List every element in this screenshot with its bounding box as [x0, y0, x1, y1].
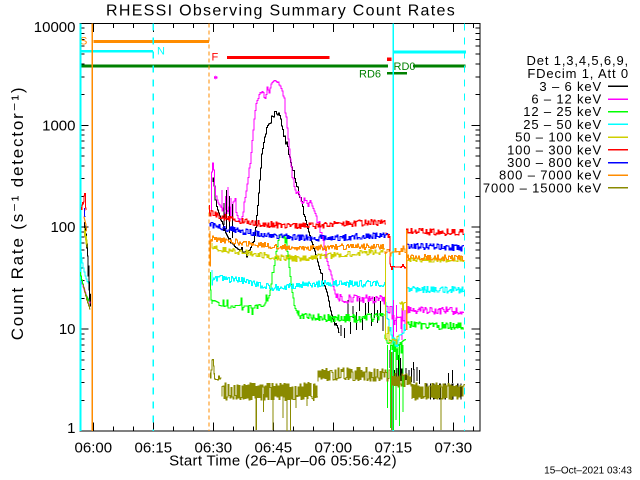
svg-text:3 – 6 keV: 3 – 6 keV	[539, 79, 602, 94]
svg-text:F: F	[212, 52, 219, 64]
svg-text:RD0: RD0	[394, 61, 416, 73]
svg-text:12 – 25 keV: 12 – 25 keV	[523, 104, 602, 119]
svg-text:06:45: 06:45	[255, 440, 293, 457]
svg-text:06:30: 06:30	[195, 440, 233, 457]
svg-text:10000: 10000	[34, 19, 76, 36]
svg-text:07:00: 07:00	[315, 440, 353, 457]
svg-text:7000 – 15000 keV: 7000 – 15000 keV	[483, 180, 602, 195]
svg-text:100: 100	[50, 219, 75, 236]
svg-text:06:15: 06:15	[135, 440, 173, 457]
svg-text:Start Time (26–Apr–06 05:56:42: Start Time (26–Apr–06 05:56:42)	[169, 453, 397, 470]
svg-text:800 – 7000 keV: 800 – 7000 keV	[499, 168, 602, 183]
svg-text:300 – 800 keV: 300 – 800 keV	[507, 155, 602, 170]
svg-text:1000: 1000	[42, 117, 75, 134]
svg-text:50 – 100 keV: 50 – 100 keV	[515, 130, 602, 145]
svg-text:15–Oct–2021 03:43: 15–Oct–2021 03:43	[544, 466, 632, 477]
svg-text:1: 1	[67, 420, 75, 437]
svg-text:S: S	[80, 36, 87, 48]
svg-text:RD6: RD6	[359, 69, 381, 81]
svg-text:Count Rate (s⁻¹ detector⁻¹): Count Rate (s⁻¹ detector⁻¹)	[8, 86, 27, 341]
svg-text:N: N	[157, 46, 165, 58]
svg-text:07:15: 07:15	[375, 440, 413, 457]
svg-text:FDecim 1, Att 0: FDecim 1, Att 0	[527, 66, 629, 81]
svg-text:07:30: 07:30	[435, 440, 473, 457]
svg-text:25 – 50 keV: 25 – 50 keV	[523, 117, 602, 132]
svg-text:RHESSI Observing Summary Count: RHESSI Observing Summary Count Rates	[106, 3, 456, 20]
svg-text:100 – 300 keV: 100 – 300 keV	[507, 142, 602, 157]
svg-text:06:00: 06:00	[75, 440, 113, 457]
svg-text:10: 10	[59, 321, 76, 338]
svg-text:6 – 12 keV: 6 – 12 keV	[531, 92, 602, 107]
svg-text:Det 1,3,4,5,6,9,: Det 1,3,4,5,6,9,	[527, 53, 630, 68]
